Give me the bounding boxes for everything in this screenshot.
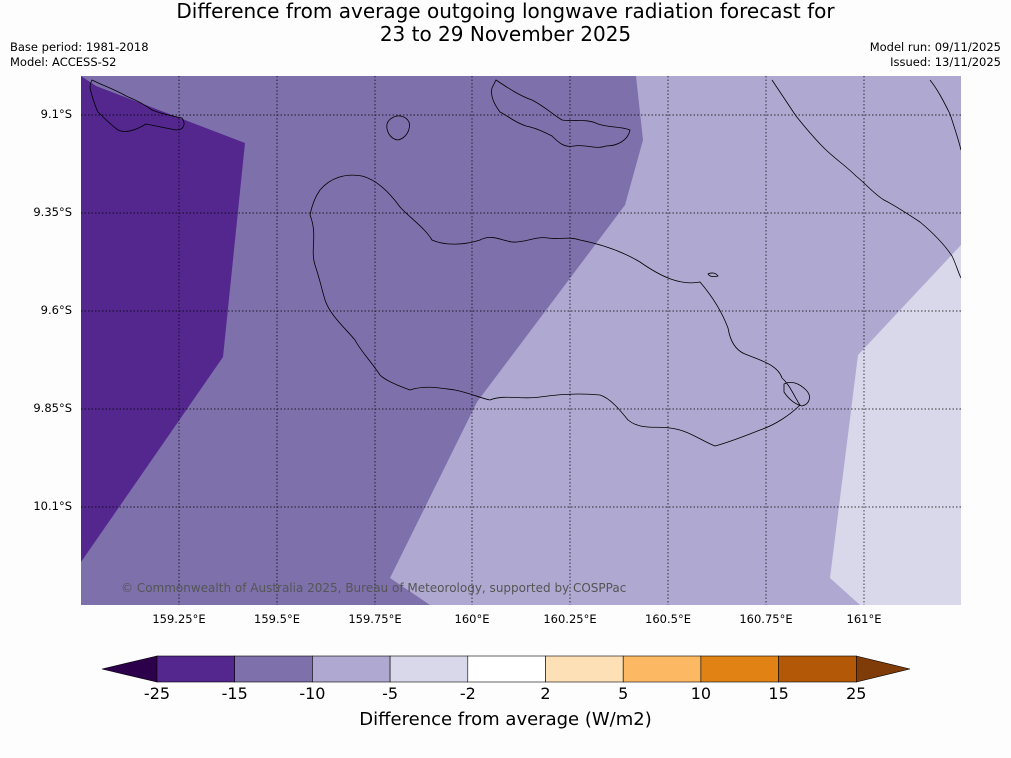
colorbar-tick-label: -10: [299, 684, 326, 703]
latitude-label: 9.35°S: [33, 205, 72, 219]
coastline-russell-islands: [89, 79, 185, 132]
meta-right: Model run: 09/11/2025 Issued: 13/11/2025: [870, 40, 1001, 70]
coastline-small-islet: [707, 272, 719, 277]
longitude-label: 159.75°E: [348, 612, 402, 626]
chart-title: Difference from average outgoing longwav…: [0, 0, 1011, 46]
colorbar-segment: [622, 655, 702, 683]
colorbar-tick-label: 2: [540, 684, 551, 703]
coastline-malaita: [771, 79, 961, 279]
gridlines: [81, 76, 961, 605]
coastline-savo-island: [386, 115, 410, 141]
coastline-guadalcanal: [309, 174, 801, 447]
colorbar-segment: [156, 655, 235, 683]
model-run: Model run: 09/11/2025: [869, 40, 1001, 54]
longitude-label: 161°E: [846, 612, 882, 626]
colorbar-tick-label: 10: [690, 684, 712, 703]
issued-date: Issued: 13/11/2025: [890, 55, 1001, 69]
colorbar-segment: [778, 655, 857, 683]
latitude-label: 9.85°S: [33, 401, 72, 415]
title-line-1: Difference from average outgoing longwav…: [176, 0, 835, 23]
coastlines: [89, 79, 961, 447]
colorbar-tick-label: -15: [221, 684, 248, 703]
colorbar-over-arrow: [855, 655, 911, 683]
longitude-label: 160.25°E: [543, 612, 597, 626]
colorbar: [101, 655, 911, 683]
longitude-label: 159.25°E: [152, 612, 206, 626]
latitude-label: 9.6°S: [40, 303, 72, 317]
colorbar-segment: [467, 655, 546, 683]
colorbar-segment: [545, 655, 624, 683]
base-period: Base period: 1981-2018: [10, 40, 149, 54]
zone-minus-15-to-minus-10: [81, 76, 245, 562]
colorbar-title: Difference from average (W/m2): [359, 709, 652, 730]
latitude-label: 10.1°S: [33, 499, 72, 513]
longitude-label: 160.75°E: [739, 612, 793, 626]
latitude-label: 9.1°S: [40, 107, 72, 121]
longitude-label: 159.5°E: [254, 612, 300, 626]
coastline-malaita-north: [929, 79, 961, 151]
colorbar-segment: [700, 655, 779, 683]
colorbar-tick-label: 15: [768, 684, 789, 703]
colorbar-tick-label: 5: [618, 684, 629, 703]
colorbar-tick-label: -2: [459, 684, 476, 703]
meta-left: Base period: 1981-2018 Model: ACCESS-S2: [10, 40, 149, 70]
colorbar-segment: [234, 655, 313, 683]
colorbar-segment: [389, 655, 469, 683]
longitude-label: 160°E: [454, 612, 490, 626]
colorbar-tick-label: 25: [846, 684, 867, 703]
coastline-east-islet: [783, 382, 810, 407]
zone-minus-2-to-2: [830, 245, 961, 605]
model-name: Model: ACCESS-S2: [10, 55, 117, 69]
colorbar-tick-label: -25: [143, 684, 171, 703]
longitude-label: 160.5°E: [645, 612, 691, 626]
colorbar-segment: [312, 655, 391, 683]
colorbar-tick-label: -5: [382, 684, 399, 703]
title-line-2: 23 to 29 November 2025: [379, 22, 632, 46]
copyright-text: © Commonwealth of Australia 2025, Bureau…: [121, 581, 626, 595]
map-area: © Commonwealth of Australia 2025, Bureau…: [81, 76, 961, 605]
colorbar-under-arrow: [101, 655, 158, 683]
zone-minus-5-to-minus-2: [390, 76, 961, 605]
coastline-ngella-islands: [491, 79, 631, 148]
